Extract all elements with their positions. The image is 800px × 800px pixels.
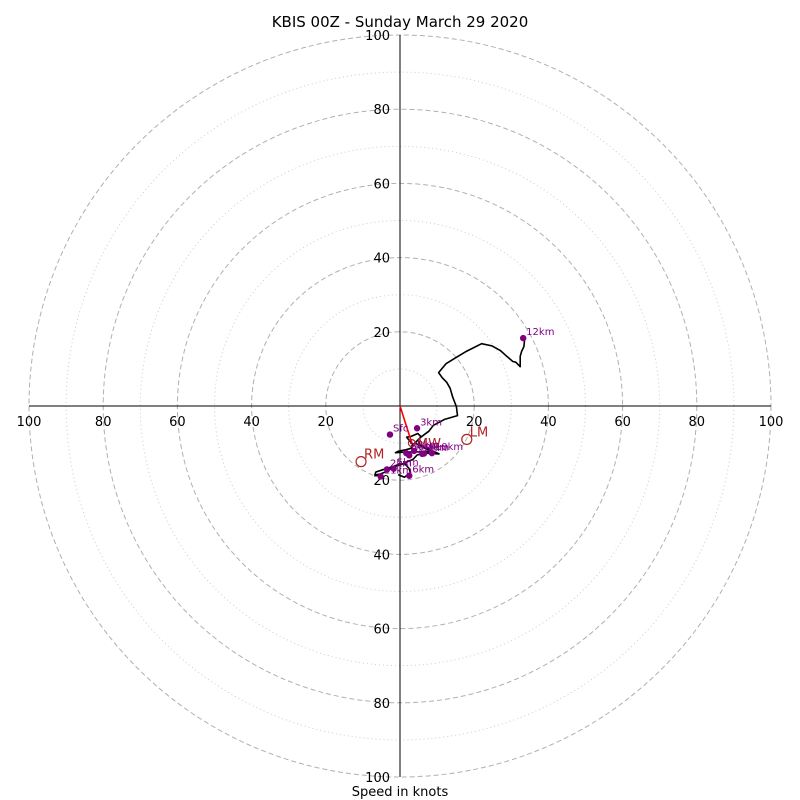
hodograph-line — [373, 338, 526, 479]
tick-label-right-60: 60 — [614, 415, 631, 430]
tick-label-right-100: 100 — [759, 415, 784, 430]
x-axis-label: Speed in knots — [352, 785, 449, 800]
tick-label-left-20: 20 — [318, 415, 335, 430]
height-marker-label-4km: 4km — [427, 442, 449, 453]
height-marker-7km — [403, 449, 410, 457]
tick-label-bottom-80: 80 — [373, 697, 390, 712]
height-marker-2km — [383, 466, 391, 473]
height-marker-11km — [377, 473, 384, 480]
tick-label-top-40: 40 — [373, 252, 390, 267]
height-marker-12km — [519, 334, 527, 342]
tick-label-left-60: 60 — [169, 415, 186, 430]
height-marker-6km — [406, 472, 413, 479]
height-marker-sfc — [386, 431, 394, 438]
height-marker-label-2km: 2km — [390, 458, 412, 469]
chart-title: KBIS 00Z - Sunday March 29 2020 — [272, 13, 529, 31]
height-marker-label-10km: 10km — [435, 442, 463, 453]
tick-label-bottom-20: 20 — [373, 474, 390, 489]
height-marker-label-7km: 7km — [409, 442, 431, 453]
motion-label-lm: LM — [470, 425, 488, 440]
tick-label-bottom-60: 60 — [373, 623, 390, 638]
height-marker-label-6km: 6km — [412, 465, 434, 476]
tick-label-right-40: 40 — [540, 415, 557, 430]
shear-vector-line — [399, 405, 413, 444]
tick-label-right-80: 80 — [689, 415, 706, 430]
motion-label-rm: RM — [364, 448, 384, 463]
tick-label-right-20: 20 — [466, 415, 483, 430]
height-marker-label-9km: 9km — [425, 443, 447, 454]
height-marker-10km — [428, 449, 436, 457]
storm-motion-markers: RM LM MW — [355, 425, 488, 468]
tick-label-bottom-40: 40 — [373, 548, 390, 563]
height-marker-label-1km: 1km — [412, 444, 434, 455]
tick-label-left-80: 80 — [95, 415, 112, 430]
motion-marker-mw — [407, 439, 416, 448]
height-marker-5km — [390, 465, 397, 472]
height-marker-3km — [413, 425, 421, 432]
tick-label-left-100: 100 — [17, 415, 42, 430]
motion-marker-rm — [355, 456, 367, 468]
tick-label-top-60: 60 — [373, 177, 390, 192]
tick-label-bottom-100: 100 — [365, 771, 390, 786]
hodograph-series — [373, 338, 526, 479]
height-marker-label-5km: 5km — [397, 458, 419, 469]
height-marker-label-8km: 8km — [417, 440, 439, 451]
motion-marker-lm — [461, 433, 473, 445]
height-marker-9km — [419, 450, 426, 458]
tick-label-top-100: 100 — [365, 29, 390, 44]
height-marker-label-sfc: Sfc — [393, 424, 408, 435]
motion-label-mw: MW — [417, 437, 441, 452]
height-marker-label-3km: 3km — [420, 417, 442, 428]
height-marker-label-12km: 12km — [526, 327, 554, 338]
height-marker-8km — [410, 447, 418, 455]
height-marker-label-11km: 11km — [384, 465, 412, 476]
tick-labels: 20 20 20 20 40 40 40 40 60 60 60 60 80 80 80 80 100 100 10… — [17, 29, 784, 786]
tick-label-top-20: 20 — [373, 326, 390, 341]
tick-label-top-80: 80 — [373, 103, 390, 118]
tick-label-left-40: 40 — [243, 415, 260, 430]
